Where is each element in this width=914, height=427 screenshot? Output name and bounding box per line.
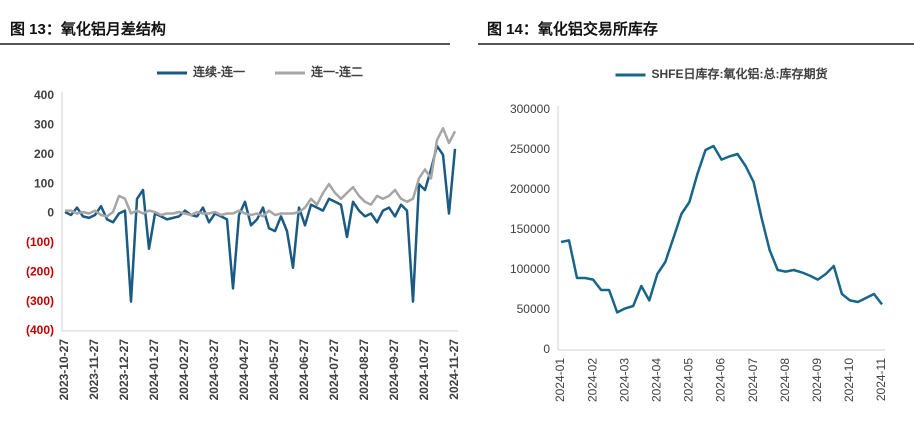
legend-label: 连续-连一: [193, 64, 245, 79]
y-tick-label: 50000: [517, 302, 551, 316]
x-tick-label: 2024-08: [778, 358, 792, 402]
y-tick-label: (200): [26, 264, 54, 278]
x-tick-label: 2024-02: [585, 358, 599, 402]
x-tick-label: 2024-02-27: [177, 339, 191, 401]
y-tick-label: 300: [34, 118, 54, 132]
x-tick-label: 2024-06-27: [297, 339, 311, 401]
x-tick-label: 2024-05: [682, 358, 696, 402]
y-tick-label: 100: [34, 176, 54, 190]
y-tick-label: 150000: [510, 222, 550, 236]
x-tick-label: 2024-03: [617, 358, 631, 402]
x-tick-label: 2024-01: [553, 358, 567, 402]
x-tick-label: 2024-04-27: [237, 339, 251, 401]
x-tick-label: 2024-07-27: [327, 339, 341, 401]
y-tick-label: 0: [47, 206, 54, 220]
series-line: [64, 144, 457, 303]
x-tick-label: 2024-10: [842, 358, 856, 402]
y-tick-label: 250000: [510, 142, 550, 156]
legend-label: SHFE日库存:氧化铝:总:库存期货: [652, 66, 828, 81]
y-tick-label: (400): [26, 323, 54, 337]
x-tick-label: 2023-10-27: [57, 339, 71, 401]
legend-label: 连一-连二: [311, 64, 363, 79]
x-tick-label: 2024-09-27: [387, 339, 401, 401]
x-tick-label: 2024-10-27: [417, 339, 431, 401]
chart-title: 图 14：氧化铝交易所库存: [487, 20, 658, 38]
x-tick-label: 2024-01-27: [147, 339, 161, 401]
chart-title: 图 13：氧化铝月差结构: [10, 20, 166, 38]
y-tick-label: (100): [26, 235, 54, 249]
y-tick-label: 400: [34, 88, 54, 102]
y-tick-label: 100000: [510, 262, 550, 276]
y-tick-label: 300000: [510, 102, 550, 116]
x-tick-label: 2024-11-27: [447, 339, 461, 400]
y-tick-label: 200000: [510, 182, 550, 196]
x-tick-label: 2023-12-27: [117, 339, 131, 401]
x-tick-label: 2024-04: [649, 358, 663, 402]
x-tick-label: 2024-09: [810, 358, 824, 402]
y-tick-label: 200: [34, 147, 54, 161]
x-tick-label: 2023-11-27: [87, 339, 101, 400]
y-tick-label: (300): [26, 294, 54, 308]
series-line: [560, 144, 883, 314]
x-tick-label: 2024-11: [874, 358, 888, 401]
x-tick-label: 2024-03-27: [207, 339, 221, 401]
x-tick-label: 2024-05-27: [267, 339, 281, 401]
x-tick-label: 2024-07: [746, 358, 760, 402]
series-line: [65, 127, 457, 218]
x-tick-label: 2024-08-27: [357, 339, 371, 401]
y-tick-label: 0: [543, 342, 550, 356]
x-tick-label: 2024-06: [714, 358, 728, 402]
